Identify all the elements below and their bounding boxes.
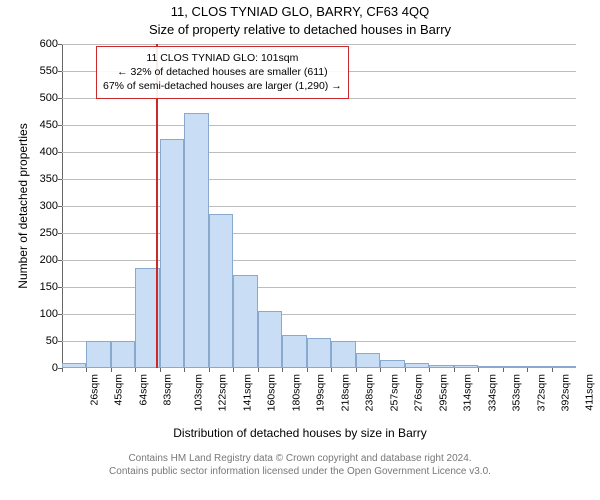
footer-line-1: Contains HM Land Registry data © Crown c… (0, 452, 600, 465)
y-grid-line (62, 152, 576, 153)
histogram-bar (527, 366, 551, 368)
y-grid-line (62, 233, 576, 234)
histogram-bar (86, 341, 110, 368)
x-tick-mark (356, 368, 357, 372)
x-axis-title: Distribution of detached houses by size … (0, 426, 600, 440)
x-tick-label: 141sqm (241, 374, 253, 411)
chart-container: 11, CLOS TYNIAD GLO, BARRY, CF63 4QQ Siz… (0, 0, 600, 500)
x-tick-mark (454, 368, 455, 372)
y-tick-label: 150 (40, 281, 62, 293)
y-grid-line (62, 206, 576, 207)
y-tick-label: 500 (40, 92, 62, 104)
histogram-bar (282, 335, 306, 368)
histogram-bar (258, 311, 282, 368)
x-tick-label: 45sqm (113, 374, 125, 406)
y-tick-label: 250 (40, 227, 62, 239)
y-tick-label: 350 (40, 173, 62, 185)
histogram-bar (209, 214, 233, 368)
histogram-bar (478, 366, 502, 368)
histogram-bar (405, 363, 429, 368)
y-grid-line (62, 179, 576, 180)
subject-callout: 11 CLOS TYNIAD GLO: 101sqm← 32% of detac… (96, 46, 349, 99)
histogram-bar (62, 363, 86, 368)
y-tick-label: 200 (40, 254, 62, 266)
x-tick-mark (135, 368, 136, 372)
x-tick-label: 218sqm (339, 374, 351, 411)
y-tick-label: 100 (40, 308, 62, 320)
x-tick-mark (405, 368, 406, 372)
x-tick-label: 122sqm (217, 374, 229, 411)
y-tick-label: 400 (40, 146, 62, 158)
x-tick-label: 180sqm (290, 374, 302, 411)
x-tick-label: 238sqm (364, 374, 376, 411)
x-tick-label: 372sqm (535, 374, 547, 411)
x-tick-mark (258, 368, 259, 372)
histogram-bar (184, 113, 208, 368)
x-tick-label: 334sqm (486, 374, 498, 411)
histogram-bar (233, 275, 257, 368)
y-grid-line (62, 260, 576, 261)
y-tick-label: 300 (40, 200, 62, 212)
x-tick-mark (62, 368, 63, 372)
y-grid-line (62, 44, 576, 45)
x-tick-label: 160sqm (266, 374, 278, 411)
callout-line-2: ← 32% of detached houses are smaller (61… (103, 65, 342, 79)
histogram-bar (380, 360, 404, 368)
histogram-bar (503, 366, 527, 368)
x-tick-label: 314sqm (462, 374, 474, 411)
chart-title-sub: Size of property relative to detached ho… (0, 22, 600, 37)
histogram-bar (356, 353, 380, 368)
x-tick-mark (552, 368, 553, 372)
x-tick-mark (233, 368, 234, 372)
x-tick-label: 199sqm (315, 374, 327, 411)
x-tick-mark (527, 368, 528, 372)
histogram-bar (429, 365, 453, 368)
x-tick-mark (86, 368, 87, 372)
footer-attribution: Contains HM Land Registry data © Crown c… (0, 452, 600, 478)
x-tick-mark (478, 368, 479, 372)
x-tick-mark (429, 368, 430, 372)
histogram-bar (160, 139, 184, 369)
y-tick-label: 450 (40, 119, 62, 131)
x-tick-label: 83sqm (162, 374, 174, 406)
x-tick-label: 103sqm (192, 374, 204, 411)
x-tick-mark (380, 368, 381, 372)
x-tick-label: 392sqm (559, 374, 571, 411)
y-tick-label: 50 (46, 335, 62, 347)
callout-line-3: 67% of semi-detached houses are larger (… (103, 79, 342, 93)
histogram-bar (111, 341, 135, 368)
footer-line-2: Contains public sector information licen… (0, 465, 600, 478)
x-tick-mark (111, 368, 112, 372)
y-grid-line (62, 125, 576, 126)
histogram-bar (454, 365, 478, 368)
x-tick-label: 26sqm (89, 374, 101, 406)
x-tick-mark (209, 368, 210, 372)
x-tick-mark (503, 368, 504, 372)
x-tick-label: 411sqm (583, 374, 595, 411)
y-tick-label: 600 (40, 38, 62, 50)
callout-line-1: 11 CLOS TYNIAD GLO: 101sqm (103, 51, 342, 65)
histogram-bar (552, 366, 576, 368)
x-tick-mark (160, 368, 161, 372)
histogram-bar (307, 338, 331, 368)
x-tick-label: 257sqm (388, 374, 400, 411)
x-tick-label: 276sqm (413, 374, 425, 411)
x-tick-mark (184, 368, 185, 372)
x-tick-mark (331, 368, 332, 372)
y-axis-title: Number of detached properties (16, 44, 30, 368)
y-tick-label: 550 (40, 65, 62, 77)
x-tick-label: 295sqm (437, 374, 449, 411)
y-tick-label: 0 (52, 362, 62, 374)
x-tick-mark (307, 368, 308, 372)
x-tick-label: 353sqm (510, 374, 522, 411)
chart-title-main: 11, CLOS TYNIAD GLO, BARRY, CF63 4QQ (0, 4, 600, 19)
x-tick-mark (282, 368, 283, 372)
x-tick-label: 64sqm (137, 374, 149, 406)
histogram-bar (331, 341, 355, 368)
